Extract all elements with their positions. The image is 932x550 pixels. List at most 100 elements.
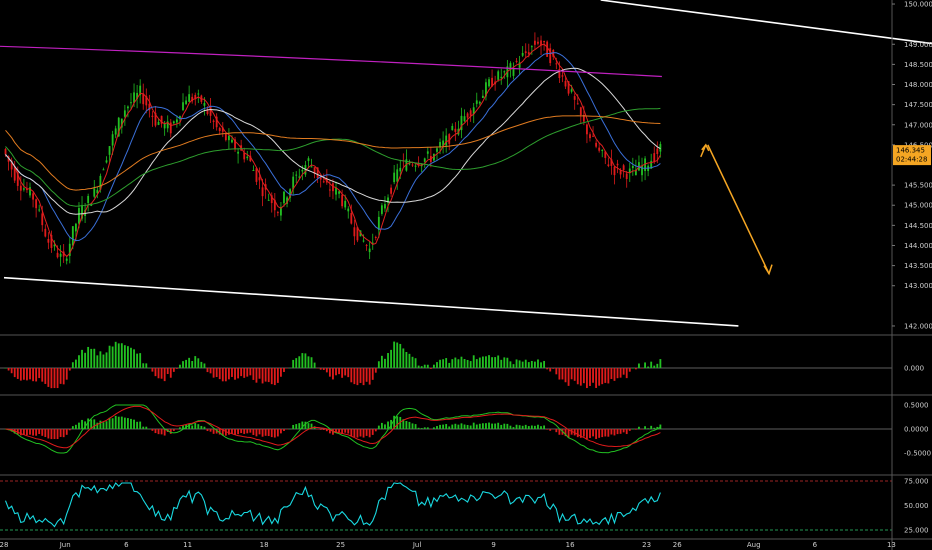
down-candle[interactable] [194, 94, 197, 100]
down-candle[interactable] [160, 115, 163, 124]
histogram-bar-positive[interactable] [650, 361, 653, 368]
macd-bar-positive[interactable] [81, 419, 83, 429]
down-candle[interactable] [619, 170, 622, 175]
macd-bar-negative[interactable] [567, 429, 570, 438]
macd-bar-negative[interactable] [625, 429, 628, 435]
up-candle[interactable] [96, 189, 99, 194]
macd-bar-positive[interactable] [439, 424, 441, 429]
histogram-bar-positive[interactable] [506, 357, 509, 368]
histogram-bar-negative[interactable] [338, 368, 340, 375]
up-candle[interactable] [426, 151, 429, 154]
macd-bar-positive[interactable] [659, 424, 662, 429]
histogram-bar-positive[interactable] [463, 359, 466, 368]
macd-bar-negative[interactable] [356, 429, 359, 438]
histogram-bar-positive[interactable] [380, 355, 383, 368]
histogram-bar-negative[interactable] [592, 368, 594, 383]
up-candle[interactable] [451, 125, 454, 131]
down-candle[interactable] [527, 52, 530, 55]
macd-bar-negative[interactable] [598, 429, 601, 438]
up-candle[interactable] [280, 207, 282, 216]
histogram-bar-negative[interactable] [264, 368, 267, 382]
macd-bar-negative[interactable] [546, 429, 549, 430]
histogram-bar-negative[interactable] [206, 368, 209, 373]
histogram-bar-negative[interactable] [246, 368, 249, 377]
histogram-bar-negative[interactable] [59, 368, 62, 384]
macd-bar-positive[interactable] [405, 420, 408, 429]
macd-bar-negative[interactable] [44, 429, 47, 437]
histogram-bar-negative[interactable] [619, 368, 622, 378]
white-ma-line[interactable] [5, 67, 661, 215]
histogram-bar-positive[interactable] [301, 353, 304, 368]
down-candle[interactable] [13, 165, 16, 181]
histogram-bar-positive[interactable] [451, 359, 454, 368]
histogram-bar-positive[interactable] [656, 363, 659, 368]
histogram-bar-negative[interactable] [549, 368, 552, 372]
macd-bar-negative[interactable] [283, 429, 285, 431]
down-candle[interactable] [10, 160, 13, 170]
histogram-bar-positive[interactable] [500, 359, 503, 368]
up-candle[interactable] [650, 160, 653, 169]
macd-bar-negative[interactable] [579, 429, 582, 438]
histogram-bar-negative[interactable] [570, 368, 573, 380]
macd-bar-positive[interactable] [197, 424, 200, 429]
histogram-bar-negative[interactable] [622, 368, 625, 375]
histogram-bar-negative[interactable] [564, 368, 567, 383]
histogram-bar-positive[interactable] [402, 348, 405, 368]
histogram-bar-negative[interactable] [371, 368, 374, 380]
histogram-bar-negative[interactable] [365, 368, 368, 382]
histogram-bar-negative[interactable] [35, 368, 38, 382]
macd-bar-positive[interactable] [120, 416, 123, 429]
up-candle[interactable] [377, 216, 380, 231]
macd-bar-negative[interactable] [280, 429, 282, 434]
histogram-bar-negative[interactable] [157, 368, 160, 379]
up-candle[interactable] [485, 82, 487, 97]
histogram-bar-negative[interactable] [601, 368, 604, 385]
up-candle[interactable] [475, 100, 478, 104]
macd-bar-positive[interactable] [87, 418, 90, 429]
down-candle[interactable] [332, 183, 334, 192]
up-candle[interactable] [289, 189, 292, 198]
macd-bar-positive[interactable] [653, 427, 656, 429]
macd-bar-positive[interactable] [530, 425, 533, 429]
up-candle[interactable] [163, 123, 166, 129]
up-candle[interactable] [518, 62, 521, 68]
macd-bar-negative[interactable] [252, 429, 255, 435]
histogram-bar-negative[interactable] [29, 368, 31, 380]
up-candle[interactable] [631, 165, 634, 169]
down-candle[interactable] [50, 235, 53, 248]
histogram-bar-negative[interactable] [332, 368, 334, 380]
histogram-bar-positive[interactable] [638, 363, 640, 368]
macd-bar-negative[interactable] [175, 429, 178, 430]
histogram-bar-positive[interactable] [524, 359, 527, 368]
histogram-bar-positive[interactable] [304, 353, 307, 368]
down-candle[interactable] [573, 96, 576, 100]
histogram-bar-positive[interactable] [417, 365, 420, 368]
up-candle[interactable] [231, 139, 233, 143]
down-candle[interactable] [625, 173, 628, 180]
up-candle[interactable] [203, 103, 206, 106]
histogram-bar-negative[interactable] [374, 368, 377, 373]
histogram-bar-negative[interactable] [546, 368, 549, 370]
histogram-bar-positive[interactable] [148, 367, 151, 369]
macd-bar-negative[interactable] [35, 429, 38, 436]
histogram-bar-positive[interactable] [307, 356, 310, 368]
histogram-bar-positive[interactable] [102, 354, 105, 368]
up-candle[interactable] [644, 158, 646, 171]
down-candle[interactable] [469, 110, 472, 116]
macd-bar-positive[interactable] [460, 423, 463, 429]
histogram-bar-negative[interactable] [160, 368, 163, 379]
histogram-bar-negative[interactable] [595, 368, 598, 388]
macd-bar-positive[interactable] [191, 425, 194, 429]
macd-bar-positive[interactable] [478, 423, 481, 429]
histogram-bar-negative[interactable] [350, 368, 353, 383]
macd-bar-positive[interactable] [524, 424, 527, 429]
histogram-bar-negative[interactable] [240, 368, 243, 377]
macd-bar-negative[interactable] [261, 429, 264, 437]
down-candle[interactable] [604, 151, 607, 158]
up-candle[interactable] [530, 46, 533, 48]
histogram-bar-negative[interactable] [598, 368, 601, 386]
down-candle[interactable] [215, 116, 218, 128]
up-candle[interactable] [634, 169, 637, 176]
down-candle[interactable] [328, 189, 331, 191]
